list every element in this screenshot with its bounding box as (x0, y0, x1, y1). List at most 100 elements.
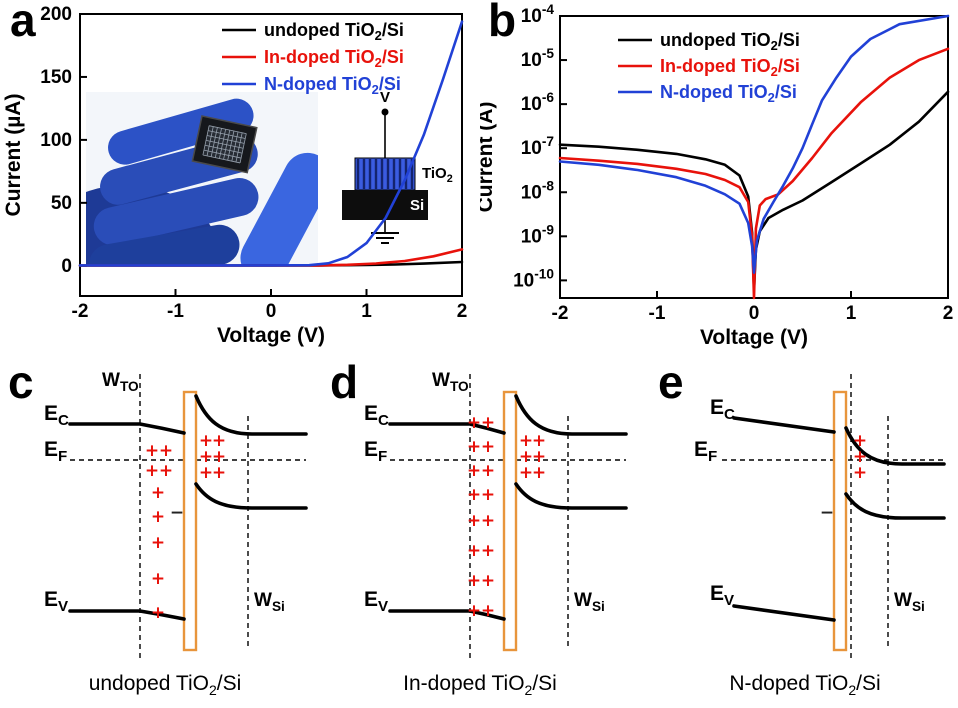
x-tick-label: -2 (552, 303, 569, 324)
ev-label: EV (710, 582, 734, 609)
plus-charge: + (151, 483, 165, 503)
y-axis-label: Current (A) (480, 102, 497, 213)
y-tick-label: 100 (40, 130, 72, 151)
panel-letter-d: d (330, 356, 359, 408)
plus-charge: + (853, 431, 867, 451)
plus-charge: + (467, 571, 481, 591)
device-schematic: V TiO2 Si (342, 89, 453, 244)
ev-label: EV (44, 588, 68, 615)
y-axis-label: Current (µA) (2, 94, 25, 217)
plus-charge: + (467, 511, 481, 531)
y-tick-label: 10-8 (521, 178, 555, 203)
plus-charge: + (467, 485, 481, 505)
conduction-band-right (514, 394, 628, 436)
plus-charge: + (212, 447, 226, 467)
plus-charge: + (159, 441, 173, 461)
plus-charge: + (519, 447, 533, 467)
y-tick-label: 150 (40, 67, 72, 88)
panel-b-iv-log-chart: -2 -1 0 1 2 10-10 10-9 10-8 10-7 10-6 10-5 10-4 Volt… (480, 2, 954, 349)
interfacial-layer-box (832, 390, 848, 652)
conduction-band-right (844, 426, 946, 466)
conduction-band-left (388, 422, 506, 435)
plus-charge: + (467, 413, 481, 433)
plus-charge: + (467, 437, 481, 457)
plus-charge: + (212, 431, 226, 451)
x-tick-label: 1 (361, 301, 372, 322)
minus-charge: − (170, 503, 184, 523)
x-tick-label: 2 (457, 301, 468, 322)
wto-label: WTO (102, 370, 139, 394)
legend-label: N-doped TiO2/Si (660, 82, 797, 105)
valence-band-left (388, 609, 506, 621)
plus-charge: + (467, 601, 481, 621)
caption-undoped: undoped TiO2/Si (88, 672, 242, 699)
legend-label: In-doped TiO2/Si (264, 47, 404, 70)
x-axis-ticks: -2 -1 0 1 2 (72, 289, 468, 322)
x-axis-label: Voltage (V) (700, 326, 808, 349)
y-tick-label: 10-7 (521, 134, 554, 159)
terminal-dot (381, 108, 389, 116)
plus-charge: + (199, 431, 213, 451)
legend-label: undoped TiO2/Si (660, 30, 800, 53)
glove-thumb (240, 152, 318, 266)
y-tick-label: 50 (51, 193, 72, 214)
glove-finger (108, 98, 254, 165)
plus-charge: + (481, 571, 495, 591)
y-tick-label: 10-6 (521, 90, 555, 115)
plus-charge: + (481, 437, 495, 457)
​ef-label: EF (44, 438, 67, 465)
legend-label: undoped TiO2/Si (264, 20, 404, 43)
x-tick-label: -1 (167, 301, 184, 322)
y-tick-label: 0 (61, 256, 72, 277)
plus-charge: + (151, 533, 165, 553)
glove-finger (93, 177, 259, 246)
plus-charge: + (532, 447, 546, 467)
glove-photo-inset (86, 92, 318, 266)
legend-label: N-doped TiO2/Si (264, 74, 401, 97)
​ef-label: EF (694, 438, 717, 465)
panel-letter-a: a (10, 0, 36, 46)
interfacial-layer-box (182, 390, 198, 652)
y-tick-label: 200 (40, 4, 72, 25)
plus-charge: + (212, 463, 226, 483)
caption-in-doped: In-doped TiO2/Si (403, 672, 557, 699)
wsi-label: WSi (574, 590, 605, 614)
plus-charge: + (853, 447, 867, 467)
interfacial-layer-box (502, 390, 518, 652)
plus-charge: + (151, 569, 165, 589)
plus-charge: + (481, 511, 495, 531)
conduction-band-right (194, 394, 308, 436)
caption-text: undoped TiO (88, 672, 209, 695)
si-substrate (342, 190, 428, 220)
plus-charge: + (467, 541, 481, 561)
x-tick-label: 0 (266, 301, 277, 322)
legend: undoped TiO2/Si In-doped TiO2/Si N-doped T… (222, 20, 404, 97)
valence-band-right (514, 482, 628, 510)
ec-label: EC (710, 396, 735, 423)
caption-n-doped: N-doped TiO2/Si (729, 672, 881, 699)
plus-charge: + (519, 463, 533, 483)
minus-charge: − (820, 503, 834, 523)
tio2-label: TiO2 (422, 165, 453, 185)
ec-label: EC (364, 402, 389, 429)
y-tick-label: 10-5 (521, 46, 555, 71)
plus-charge: + (481, 601, 495, 621)
y-tick-label: 10-4 (521, 2, 555, 27)
series-n-doped-tio2-si (558, 14, 950, 274)
plus-charge: + (151, 603, 165, 623)
valence-band-right (844, 492, 946, 520)
plus-charge: + (481, 541, 495, 561)
plus-charge: + (151, 507, 165, 527)
plus-charge: + (481, 485, 495, 505)
caption-text: In-doped TiO (403, 672, 525, 695)
valence-band-left (68, 609, 186, 621)
glove-finger (89, 224, 240, 266)
sample-chip (191, 115, 258, 174)
y-tick-label: 10-10 (513, 266, 554, 291)
plus-charge: + (532, 463, 546, 483)
plus-charge: + (145, 441, 159, 461)
x-tick-label: 2 (943, 303, 954, 324)
